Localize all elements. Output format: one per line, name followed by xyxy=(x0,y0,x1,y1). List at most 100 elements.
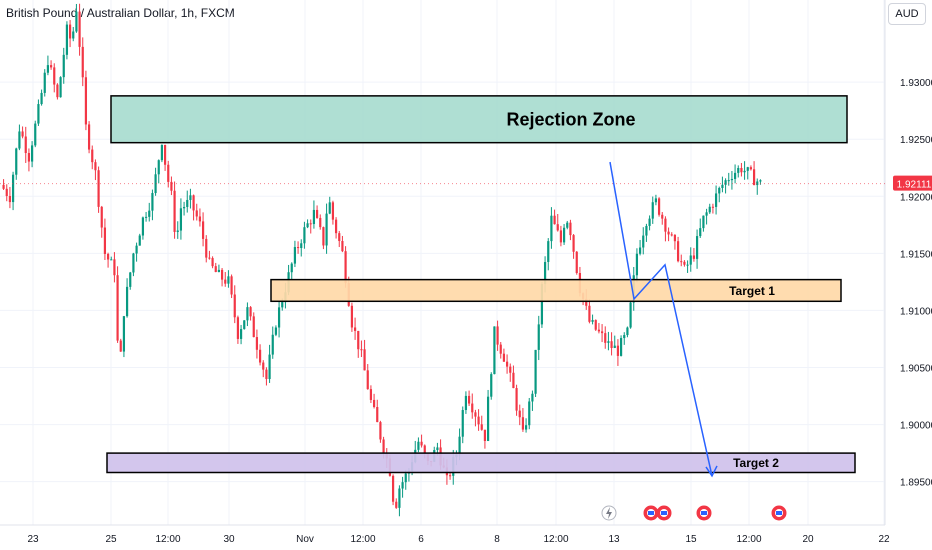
candle-body xyxy=(376,407,379,423)
candle-body xyxy=(645,225,648,236)
candle-body xyxy=(721,184,724,188)
candle-body xyxy=(59,77,62,98)
candle-body xyxy=(116,275,119,341)
candle-body xyxy=(673,234,677,242)
candle-body xyxy=(341,241,344,252)
candle-body xyxy=(547,241,550,262)
flag-glyph xyxy=(776,511,782,515)
x-tick-label: 20 xyxy=(802,534,814,545)
event-flag-icon[interactable] xyxy=(771,505,787,521)
zone-label: Target 2 xyxy=(733,456,779,470)
y-tick-label: 1.91500 xyxy=(900,249,932,260)
candle-body xyxy=(334,219,338,234)
candle-body xyxy=(87,124,91,150)
candle-body xyxy=(268,354,271,380)
candle-body xyxy=(72,31,75,39)
currency-button[interactable]: AUD xyxy=(888,3,926,25)
candle-body xyxy=(53,67,56,85)
candle-body xyxy=(274,327,278,335)
candle-body xyxy=(353,327,357,331)
candle-body xyxy=(49,65,53,68)
x-tick-label: 13 xyxy=(608,534,620,545)
candle-body xyxy=(224,279,227,284)
x-tick-label: 8 xyxy=(494,534,500,545)
candle-body xyxy=(695,236,699,259)
lightning-icon[interactable] xyxy=(601,505,617,521)
candle-body xyxy=(211,258,214,267)
projection-line xyxy=(609,161,713,477)
candle-body xyxy=(277,307,281,328)
zone-label: Rejection Zone xyxy=(506,110,635,130)
candle-body xyxy=(40,92,43,105)
candle-body xyxy=(198,216,202,222)
candle-body xyxy=(262,362,265,370)
projection-arrowhead xyxy=(705,465,718,478)
candle-body xyxy=(505,361,509,367)
candle-body xyxy=(464,395,468,411)
candle-body xyxy=(2,184,5,189)
candle-body xyxy=(300,243,303,249)
zones: Rejection Zone Target 1 Target 2 xyxy=(106,95,856,474)
event-flag-icon[interactable] xyxy=(656,505,672,521)
candle-body xyxy=(670,234,673,236)
candle-body xyxy=(566,222,569,228)
candle-body xyxy=(638,247,642,254)
candle-body xyxy=(490,374,493,397)
candle-body xyxy=(404,473,407,483)
flag-glyph xyxy=(701,511,707,515)
candle-body xyxy=(752,169,756,186)
candle-body xyxy=(718,187,721,194)
candle-body xyxy=(699,228,702,237)
y-tick-label: 1.92000 xyxy=(900,192,932,203)
candle-body xyxy=(125,286,129,317)
candle-body xyxy=(708,206,711,213)
candle-body xyxy=(518,410,521,418)
chart-title: British Pound / Australian Dollar, 1h, F… xyxy=(6,6,235,20)
candle-body xyxy=(110,259,113,261)
candle-body xyxy=(176,230,179,232)
candle-body xyxy=(711,206,715,208)
candle-body xyxy=(8,196,12,203)
candle-body xyxy=(24,136,27,154)
candle-body xyxy=(154,174,157,194)
candle-body xyxy=(521,417,525,430)
candle-body xyxy=(246,307,249,321)
candle-body xyxy=(686,264,689,266)
event-markers[interactable] xyxy=(601,505,787,521)
candle-body xyxy=(170,181,173,191)
event-flag-icon[interactable] xyxy=(643,505,659,521)
candle-body xyxy=(192,195,195,211)
candle-body xyxy=(160,144,164,161)
candle-body xyxy=(467,395,471,404)
candle-body xyxy=(106,253,110,260)
zone-box xyxy=(270,278,842,303)
candle-body xyxy=(401,482,404,489)
candle-body xyxy=(648,218,651,226)
candle-body xyxy=(220,269,224,280)
candle-body xyxy=(30,145,34,162)
candle-body xyxy=(21,131,24,137)
candle-body xyxy=(642,235,645,248)
candle-body xyxy=(471,403,474,413)
candle-body xyxy=(37,104,40,124)
candle-body xyxy=(493,326,496,375)
candle-body xyxy=(129,272,132,287)
candle-body xyxy=(382,439,385,454)
candle-body xyxy=(724,180,727,185)
candle-body xyxy=(474,412,477,417)
candle-body xyxy=(759,180,762,182)
candle-body xyxy=(163,144,167,165)
candle-body xyxy=(550,215,553,242)
candle-body xyxy=(607,341,610,343)
event-flag-icon[interactable] xyxy=(696,505,712,521)
candle-body xyxy=(461,410,464,437)
x-tick-label: 6 xyxy=(418,534,424,545)
candle-body xyxy=(243,320,246,330)
candle-body xyxy=(477,416,480,425)
candles xyxy=(2,3,762,517)
candle-body xyxy=(357,330,360,350)
candle-body xyxy=(480,424,483,430)
candle-body xyxy=(588,305,591,322)
